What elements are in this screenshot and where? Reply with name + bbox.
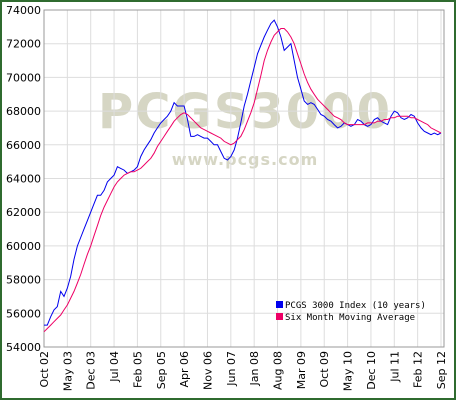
x-tick-label: Oct 09 — [318, 351, 331, 388]
y-tick-label: 66000 — [6, 139, 41, 152]
y-tick-label: 56000 — [6, 307, 41, 320]
series-line — [44, 19, 442, 326]
x-tick-label: Feb 12 — [412, 351, 425, 388]
y-tick-label: 74000 — [6, 4, 41, 17]
plot-area — [43, 9, 445, 348]
y-tick-label: 60000 — [6, 240, 41, 253]
x-tick-label: Aug 08 — [272, 351, 285, 390]
y-tick-label: 58000 — [6, 274, 41, 287]
x-tick-label: Sep 12 — [435, 351, 448, 389]
x-tick-label: Jul 04 — [108, 351, 121, 383]
x-tick-label: Apr 06 — [178, 351, 191, 388]
x-tick-label: Mar 09 — [295, 351, 308, 389]
y-tick-label: 54000 — [6, 341, 41, 354]
x-tick-label: Jan 08 — [248, 351, 261, 386]
y-tick-label: 70000 — [6, 71, 41, 84]
y-tick-label: 62000 — [6, 206, 41, 219]
x-tick-label: Feb 05 — [131, 351, 144, 388]
y-tick-label: 72000 — [6, 38, 41, 51]
legend-swatch — [276, 313, 283, 320]
x-tick-label: Dec 10 — [365, 351, 378, 390]
x-tick-label: May 03 — [61, 351, 74, 391]
x-tick-label: May 10 — [342, 351, 355, 391]
x-tick-label: Jun 07 — [225, 351, 238, 387]
legend-label: Six Month Moving Average — [285, 313, 415, 323]
legend-swatch — [276, 301, 283, 308]
y-tick-label: 64000 — [6, 173, 41, 186]
x-tick-label: Oct 02 — [38, 351, 51, 388]
series-line — [43, 28, 442, 333]
watermark-subtitle: www.pcgs.com — [172, 150, 319, 169]
x-tick-label: Nov 06 — [201, 351, 214, 390]
x-tick-label: Dec 03 — [85, 351, 98, 390]
legend-label: PCGS 3000 Index (10 years) — [285, 301, 426, 311]
x-tick-label: Sep 05 — [155, 351, 168, 389]
x-tick-label: Jul 11 — [388, 351, 401, 383]
y-tick-label: 68000 — [6, 105, 41, 118]
